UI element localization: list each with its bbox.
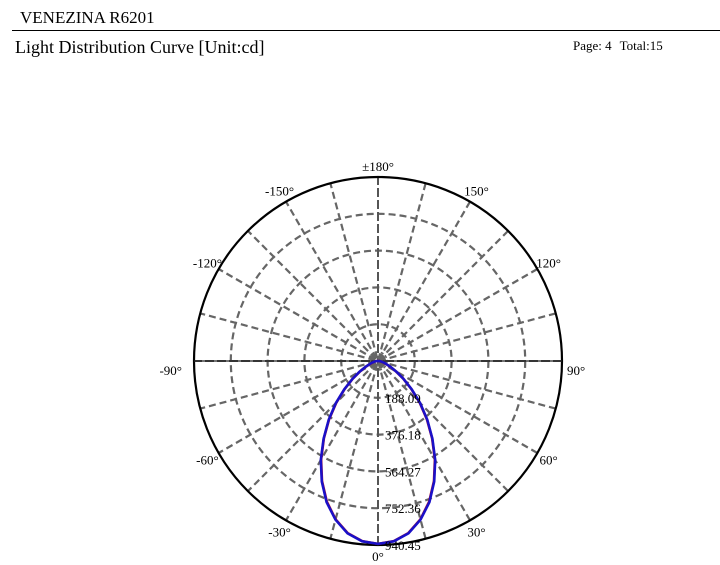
- radial-tick-label: 940.45: [385, 538, 421, 553]
- angle-label: 60°: [540, 453, 558, 468]
- grid-spoke: [218, 268, 538, 454]
- angle-label: 30°: [467, 525, 485, 540]
- grid-spoke: [199, 312, 557, 410]
- angle-label: -120°: [193, 256, 222, 271]
- grid-spoke: [247, 230, 509, 492]
- chart-title: Light Distribution Curve [Unit:cd]: [15, 37, 265, 57]
- grid-spoke: [285, 201, 471, 521]
- page-number: Page: 4: [573, 38, 612, 53]
- angle-label: -60°: [196, 453, 219, 468]
- angle-label: -150°: [265, 183, 294, 198]
- distribution-curve: [319, 359, 437, 546]
- radial-tick-label: 188.09: [385, 391, 421, 406]
- angle-label: 150°: [464, 183, 489, 198]
- angle-label: 90°: [567, 363, 585, 378]
- radial-tick-label: 376.18: [385, 428, 421, 443]
- angle-label: -90°: [159, 363, 182, 378]
- angle-label: 0°: [372, 549, 384, 564]
- header-divider: [12, 30, 720, 31]
- grid-spoke: [329, 182, 427, 540]
- distribution-curves: [319, 359, 437, 546]
- radial-tick-label: 564.27: [385, 464, 421, 479]
- page-indicator: Page: 4 Total:15: [573, 38, 663, 54]
- grid-spoke: [329, 182, 427, 540]
- polar-labels: 188.09 376.18 564.27 752.36 940.450° 30° 60° 90…: [159, 159, 585, 564]
- page-total: Total:15: [619, 38, 663, 53]
- grid-spoke: [199, 312, 557, 410]
- grid-spoke: [247, 230, 509, 492]
- angle-label: 120°: [536, 256, 561, 271]
- grid-spoke: [285, 201, 471, 521]
- grid-spoke: [218, 268, 538, 454]
- angle-label: -30°: [268, 525, 291, 540]
- product-name: VENEZINA R6201: [20, 8, 155, 27]
- angle-label: ±180°: [362, 159, 394, 174]
- radial-tick-label: 752.36: [385, 501, 421, 516]
